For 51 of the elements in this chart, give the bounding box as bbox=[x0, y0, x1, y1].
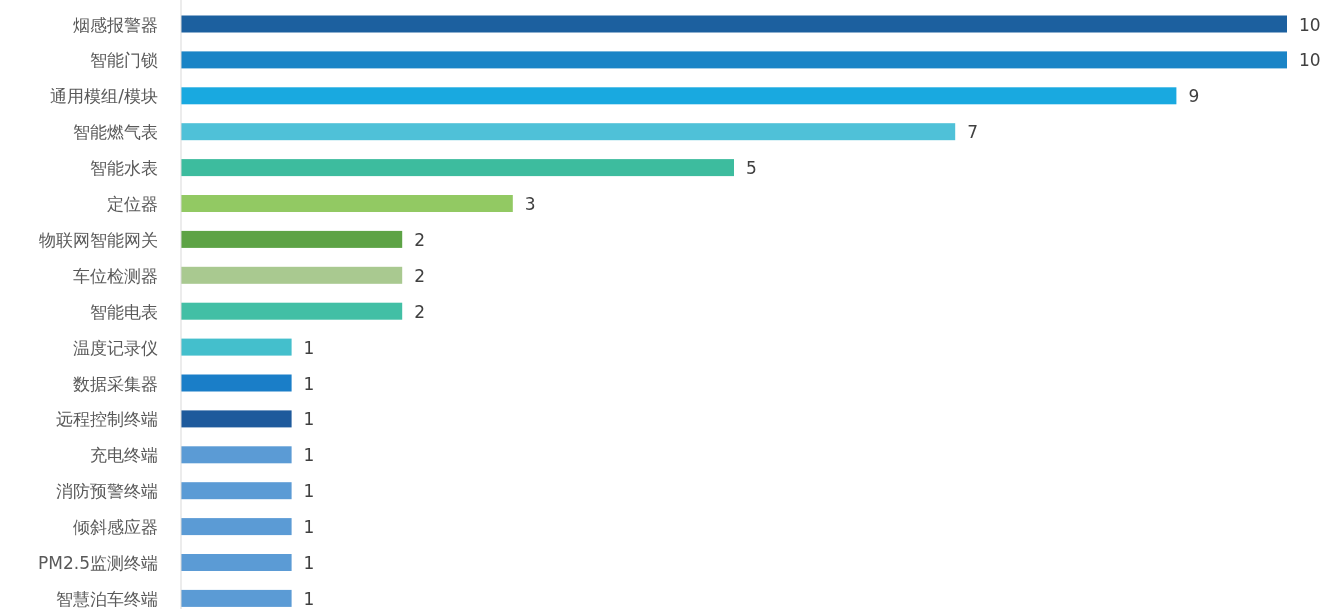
bar bbox=[181, 195, 513, 212]
bar bbox=[181, 446, 292, 464]
data-label: 1 bbox=[303, 588, 315, 609]
bar bbox=[181, 87, 1177, 105]
bar bbox=[181, 15, 1287, 33]
data-label: 2 bbox=[414, 265, 426, 286]
bar bbox=[181, 410, 292, 428]
y-tick-label: 倾斜感应器 bbox=[73, 517, 158, 538]
bar bbox=[181, 302, 403, 320]
data-label: 7 bbox=[967, 122, 979, 143]
y-tick-label: 定位器 bbox=[107, 194, 158, 214]
data-label: 1 bbox=[303, 517, 315, 538]
data-label: 1 bbox=[303, 445, 315, 466]
y-tick-label: 车位检测器 bbox=[73, 265, 158, 286]
data-label: 1 bbox=[303, 553, 315, 573]
y-tick-label: 智能电表 bbox=[90, 301, 158, 322]
data-label: 1 bbox=[303, 481, 315, 502]
y-tick-label: 智慧泊车终端 bbox=[56, 588, 158, 609]
y-tick-label: 智能燃气表 bbox=[73, 122, 158, 143]
y-tick-label: PM2.5监测终端 bbox=[38, 553, 158, 573]
bar bbox=[181, 482, 292, 500]
data-label: 10 bbox=[1299, 50, 1321, 71]
y-tick-label: 数据采集器 bbox=[73, 373, 158, 394]
data-label: 3 bbox=[524, 194, 536, 214]
bar bbox=[181, 159, 734, 177]
bar bbox=[181, 338, 292, 356]
y-tick-label: 温度记录仪 bbox=[73, 337, 158, 358]
y-tick-label: 物联网智能网关 bbox=[39, 229, 158, 250]
data-label: 2 bbox=[414, 301, 426, 322]
data-label: 9 bbox=[1188, 86, 1200, 107]
y-tick-label: 烟感报警器 bbox=[73, 14, 158, 35]
y-tick-label: 消防预警终端 bbox=[56, 481, 158, 502]
bar bbox=[181, 266, 403, 284]
data-label: 2 bbox=[414, 229, 426, 250]
y-tick-label: 通用模组/模块 bbox=[50, 86, 158, 107]
bar bbox=[181, 230, 403, 248]
y-tick-label: 智能门锁 bbox=[90, 50, 158, 71]
y-tick-label: 远程控制终端 bbox=[56, 409, 158, 430]
data-label: 10 bbox=[1299, 14, 1321, 35]
bar bbox=[181, 123, 956, 141]
bar bbox=[181, 589, 292, 607]
bar bbox=[181, 374, 292, 392]
y-tick-label: 智能水表 bbox=[90, 158, 158, 179]
bar bbox=[181, 51, 1287, 69]
bar bbox=[181, 554, 292, 571]
data-label: 1 bbox=[303, 373, 315, 394]
y-tick-label: 充电终端 bbox=[90, 445, 158, 466]
data-label: 1 bbox=[303, 409, 315, 430]
data-label: 5 bbox=[746, 158, 757, 179]
bar bbox=[181, 518, 292, 536]
data-label: 1 bbox=[303, 337, 315, 358]
